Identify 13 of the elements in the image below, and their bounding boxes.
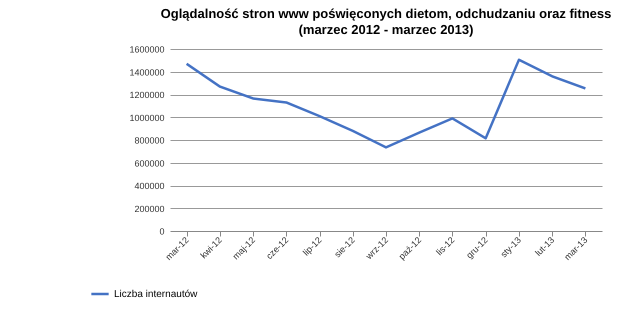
y-tick-label: 600000	[134, 158, 164, 168]
chart-subtitle: (marzec 2012 - marzec 2013)	[298, 22, 474, 37]
y-tick-label: 400000	[134, 181, 164, 191]
y-tick-label: 800000	[134, 136, 164, 146]
y-tick-label: 1400000	[129, 67, 164, 78]
y-tick-label: 1600000	[129, 44, 164, 54]
chart-title: Oglądalność stron www poświęconych dietom, odchudzaniu oraz fitness	[160, 6, 612, 21]
y-tick-label: 0	[159, 226, 164, 236]
y-tick-label: 200000	[134, 204, 164, 214]
y-tick-label: 1200000	[129, 90, 164, 100]
line-series	[185, 58, 587, 149]
y-tick-label: 1000000	[129, 112, 164, 123]
legend-label: Liczba internautów	[114, 289, 198, 300]
